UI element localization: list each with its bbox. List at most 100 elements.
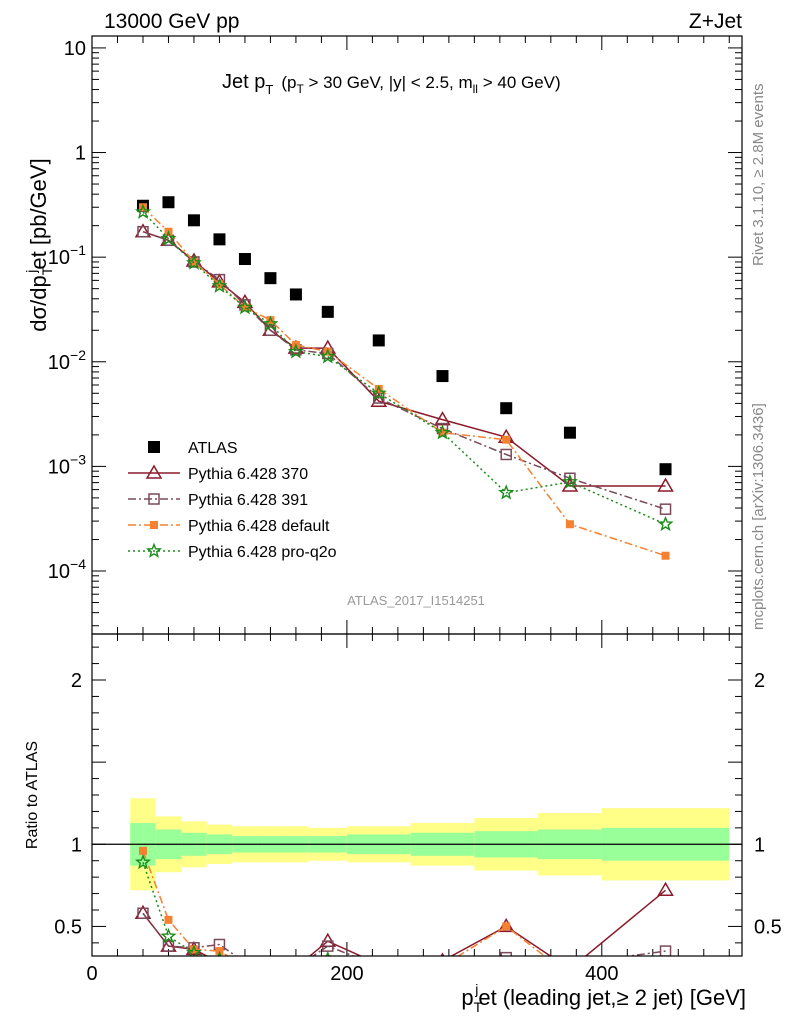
pq2o-marker [236, 299, 253, 315]
atlas-marker [289, 288, 302, 301]
p391-marker [291, 963, 301, 973]
series-line-pq2o [142, 211, 666, 525]
series-atlas [136, 196, 672, 476]
y-tick-label: 10−3 [48, 451, 86, 478]
p391-marker [659, 503, 672, 515]
pdef-marker [374, 384, 383, 393]
legend-label-p370: Pythia 6.428 370 [188, 466, 308, 483]
ratio-y-tick-label-right: 1 [754, 834, 765, 856]
pdef-marker [189, 945, 198, 954]
ratio-line-p391 [142, 912, 666, 956]
title-cuts-sub2: ll [473, 82, 478, 96]
atlas-marker [372, 334, 385, 347]
atlas-marker [500, 402, 513, 415]
legend-label-pdef: Pythia 6.428 default [188, 518, 330, 535]
pdef-marker [502, 922, 511, 931]
p370-marker [563, 962, 577, 974]
ratio-ylabel: Ratio to ATLAS [24, 741, 41, 849]
p370-marker [657, 881, 674, 897]
pdef-marker [215, 280, 224, 289]
p391-marker [500, 951, 512, 956]
atlas-marker [213, 233, 226, 246]
header-right: Z+Jet [689, 10, 742, 33]
main-ylabel: dσ/dpTjet [pb/GeV] [23, 158, 55, 331]
series-pq2o [134, 203, 674, 532]
p391-marker [240, 958, 250, 968]
p391-marker [148, 493, 160, 505]
xlabel-sup: j [474, 981, 478, 997]
p391-marker [162, 940, 175, 952]
pq2o-marker [160, 927, 177, 944]
main-ylabel-b: T [39, 266, 55, 275]
atlas-marker [187, 214, 200, 227]
p370-marker [238, 959, 252, 971]
main-ylabel-a: dσ/dp [26, 275, 51, 331]
xlabel-a: p [461, 985, 473, 1010]
ratio-xlabel: pTjet (leading jet,≥ 2 jet) [GeV] [461, 981, 746, 1015]
pq2o-marker [319, 348, 336, 364]
p391-marker [500, 448, 512, 461]
watermark: ATLAS_2017_I1514251 [347, 593, 485, 608]
title-cuts-sub: T [296, 82, 304, 96]
atlas-marker [563, 426, 576, 439]
pq2o-marker [659, 963, 671, 975]
p391-marker [373, 392, 385, 404]
title-cuts-rest: > 30 GeV, |y| < 2.5, m [304, 73, 473, 92]
pdef-marker [375, 962, 383, 970]
title-main: Jet p [222, 71, 265, 93]
p370-marker [289, 961, 303, 973]
y-tick-label: 10−2 [48, 347, 86, 374]
pq2o-marker [145, 542, 163, 558]
p391-marker [374, 961, 384, 971]
x-tick-label: 200 [330, 963, 363, 985]
title-cuts-end: > 40 GeV) [478, 73, 561, 92]
main-ylabel-d: et [pb/GeV] [26, 158, 51, 269]
mcplots-label: mcplots.cern.ch [arXiv:1306.3436] [750, 403, 767, 630]
pdef-marker [150, 521, 158, 529]
pdef-marker [138, 846, 147, 855]
p370-marker [378, 955, 379, 956]
ratio-y-tick-label: 2 [71, 670, 82, 692]
pq2o-marker [239, 959, 251, 971]
p391-marker [137, 907, 149, 920]
atlas-marker [238, 253, 251, 266]
pdef-marker [662, 975, 670, 983]
rivet-label: Rivet 3.1.10, ≥ 2.8M events [750, 84, 767, 267]
title-main-sub: T [265, 82, 273, 97]
ratio-plot-area: 0 200 400 0.5 0.5 1 1 2 2 [54, 634, 782, 985]
ratio-series-p370 [134, 881, 674, 974]
pdef-marker [240, 303, 249, 312]
ratio-y-tick-label: 0.5 [54, 916, 82, 938]
plot-title: Jet pT (pT > 30 GeV, |y| < 2.5, mll > 40 … [222, 71, 561, 97]
pdef-marker [502, 435, 511, 444]
pq2o-marker [498, 484, 515, 500]
xlabel-sub: T [474, 999, 483, 1015]
p391-marker [265, 963, 275, 973]
legend-label-p391: Pythia 6.428 391 [188, 492, 308, 509]
pdef-marker [241, 962, 249, 970]
p370-marker [263, 961, 277, 973]
pdef-marker [565, 520, 574, 529]
pq2o-marker [134, 203, 152, 219]
xlabel-b: et (leading jet,≥ 2 jet) [GeV] [478, 985, 746, 1010]
y-tick-label: 10−4 [48, 556, 86, 583]
legend-label-atlas: ATLAS [188, 440, 238, 457]
atlas-marker [436, 370, 449, 383]
p391-marker [264, 324, 277, 337]
p391-marker [437, 959, 447, 969]
pdef-marker [266, 964, 274, 972]
pq2o-marker [262, 315, 279, 331]
atlas-marker [148, 441, 160, 453]
ratio-frame [91, 633, 743, 957]
ratio-y-tick-label-right: 2 [754, 670, 765, 692]
pq2o-marker [436, 959, 448, 971]
y-tick-label: 1 [75, 143, 86, 165]
y-tick-label: 10−1 [48, 242, 86, 269]
p391-marker [564, 472, 576, 485]
pdef-marker [661, 551, 670, 560]
pdef-marker [292, 964, 300, 972]
pq2o-marker [211, 277, 228, 293]
p391-marker [659, 945, 672, 956]
pq2o-marker [134, 853, 152, 870]
